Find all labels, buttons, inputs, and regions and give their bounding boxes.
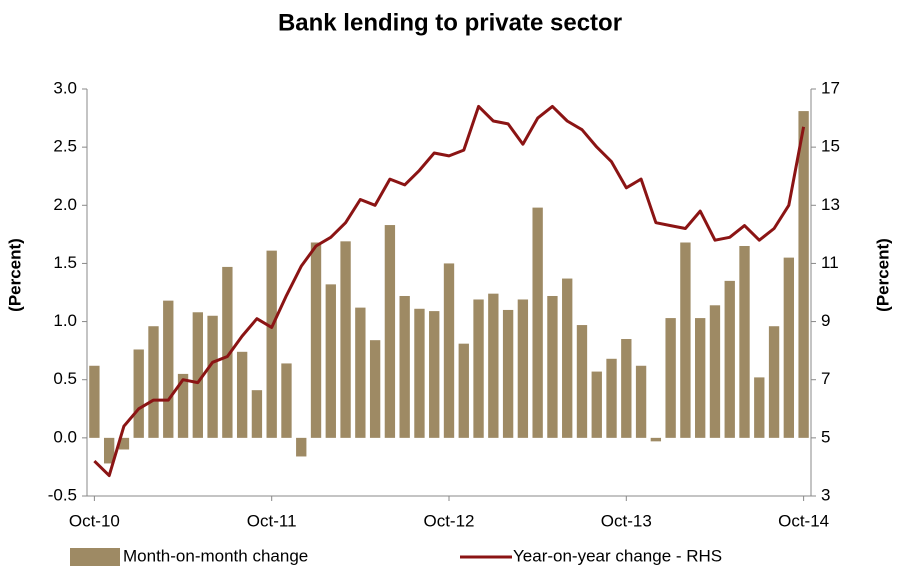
y2-tick-label: 17	[821, 78, 840, 97]
bar	[443, 263, 455, 438]
bar	[798, 111, 809, 438]
bar	[399, 295, 410, 438]
bar	[118, 437, 130, 450]
bar	[635, 365, 647, 438]
bar	[517, 299, 529, 438]
bar	[562, 278, 573, 438]
bar	[310, 242, 322, 438]
bar	[340, 241, 351, 438]
bar	[103, 437, 115, 464]
y2-tick-label: 11	[821, 253, 839, 272]
y2-axis-title: (Percent)	[873, 238, 892, 312]
y-tick-label: 0.0	[53, 427, 77, 446]
bar	[650, 437, 662, 442]
bar	[207, 315, 218, 438]
bar	[414, 308, 425, 438]
legend-label: Month-on-month change	[123, 546, 308, 565]
bar	[192, 312, 203, 438]
bar	[739, 245, 750, 438]
x-tick-label: Oct-11	[247, 511, 297, 530]
bar	[296, 437, 307, 457]
y-tick-label: 3.0	[53, 78, 77, 97]
y-tick-label: 2.5	[53, 137, 77, 156]
bar	[133, 349, 144, 438]
y2-tick-label: 13	[821, 195, 840, 214]
y2-tick-label: 3	[821, 485, 830, 504]
bar	[281, 363, 292, 438]
bar	[502, 309, 514, 438]
x-tick-label: Oct-14	[778, 511, 829, 530]
y-axis-title: (Percent)	[5, 238, 24, 312]
bar	[547, 295, 558, 438]
legend-swatch	[70, 548, 120, 566]
bar	[768, 326, 780, 438]
bar	[177, 373, 189, 438]
legend-label: Year-on-year change - RHS	[513, 546, 722, 565]
bar	[429, 311, 440, 438]
bar	[709, 305, 721, 438]
y-tick-label: 1.5	[53, 253, 77, 272]
bar	[606, 358, 617, 438]
y-tick-label: 0.5	[53, 369, 77, 388]
y2-tick-label: 5	[821, 427, 830, 446]
line	[93, 104, 806, 478]
bar	[458, 343, 469, 438]
bar	[236, 351, 248, 438]
x-tick-label: Oct-12	[423, 511, 474, 530]
bar	[576, 325, 588, 438]
bar	[355, 307, 366, 438]
bar	[680, 242, 691, 438]
bar	[384, 225, 396, 438]
bar	[148, 326, 159, 438]
bar	[532, 207, 543, 438]
bar	[163, 300, 174, 438]
bar	[369, 340, 381, 438]
bar	[222, 266, 233, 438]
bar	[89, 365, 100, 438]
bar	[621, 339, 632, 438]
y-tick-label: -0.5	[48, 485, 77, 504]
y2-tick-label: 15	[821, 137, 840, 156]
bar	[251, 390, 263, 438]
bar	[266, 250, 277, 438]
y2-tick-label: 7	[821, 369, 830, 388]
bar	[724, 280, 735, 438]
y-tick-label: 2.0	[53, 195, 77, 214]
bar	[488, 293, 499, 438]
bar	[665, 318, 676, 438]
bar	[591, 371, 602, 438]
bar	[473, 299, 484, 438]
chart-title: Bank lending to private sector	[278, 9, 622, 36]
y2-tick-label: 9	[821, 311, 830, 330]
x-tick-label: Oct-10	[69, 511, 120, 530]
bar	[754, 377, 765, 438]
bar	[695, 318, 706, 438]
bar	[783, 257, 795, 438]
x-tick-label: Oct-13	[601, 511, 652, 530]
y-tick-label: 1.0	[53, 311, 77, 330]
bar	[325, 284, 336, 438]
